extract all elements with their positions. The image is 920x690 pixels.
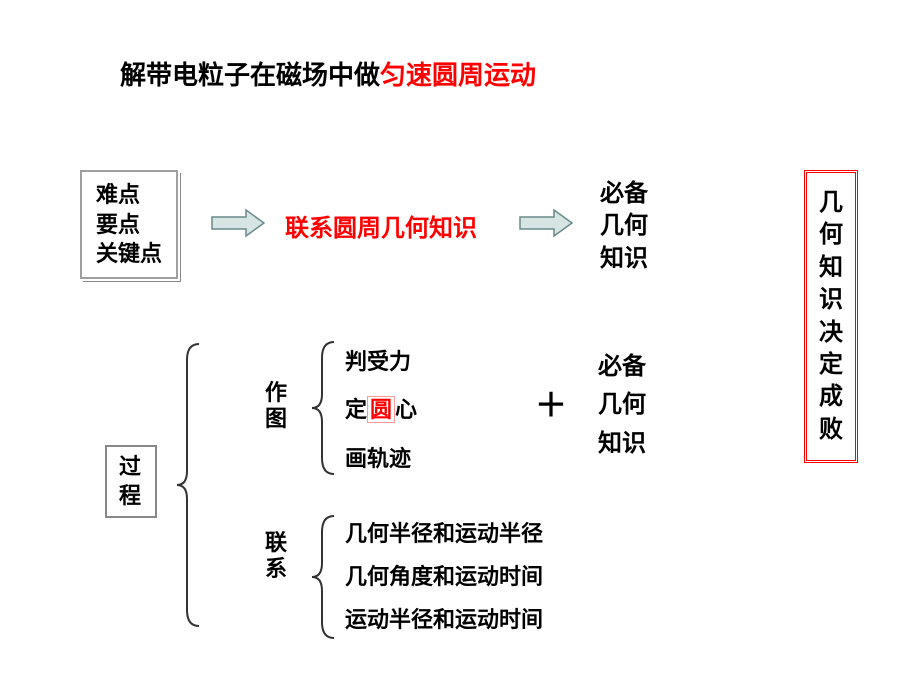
zuotu-l2-pre: 定 bbox=[345, 397, 367, 422]
arrow-right-2-icon bbox=[518, 208, 574, 238]
process-box: 过程 bbox=[105, 445, 157, 518]
lianxi-l1: 几何半径和运动半径 bbox=[345, 513, 543, 556]
keypoints-box: 难点 要点 关键点 bbox=[80, 170, 178, 279]
right1-l2: 几何 bbox=[600, 210, 648, 242]
arrow-right-1-icon bbox=[210, 208, 266, 238]
right2-l3: 知识 bbox=[598, 425, 646, 463]
right-knowledge-1: 必备 几何 知识 bbox=[600, 178, 648, 275]
zuotu-l3: 画轨迹 bbox=[345, 435, 417, 483]
lianxi-l2: 几何角度和运动时间 bbox=[345, 556, 543, 599]
zuotu-items: 判受力 定圆心 画轨迹 bbox=[345, 338, 417, 483]
lianxi-items: 几何半径和运动半径 几何角度和运动时间 运动半径和运动时间 bbox=[345, 513, 543, 642]
lianxi-label: 联系 bbox=[265, 530, 289, 583]
plus-sign: ＋ bbox=[535, 380, 567, 426]
right2-l1: 必备 bbox=[598, 348, 646, 386]
keypoints-l3: 关键点 bbox=[96, 239, 162, 269]
brace-zuotu-icon bbox=[310, 338, 338, 478]
keypoints-l2: 要点 bbox=[96, 210, 162, 240]
keypoints-l1: 难点 bbox=[96, 180, 162, 210]
right1-l1: 必备 bbox=[600, 178, 648, 210]
right2-l2: 几何 bbox=[598, 386, 646, 424]
right-knowledge-2: 必备 几何 知识 bbox=[598, 348, 646, 463]
zuotu-l2-mid: 圆 bbox=[367, 396, 395, 423]
brace-process-icon bbox=[175, 340, 203, 630]
zuotu-l2-post: 心 bbox=[395, 397, 417, 422]
title-prefix: 解带电粒子在磁场中做 bbox=[120, 60, 380, 90]
right1-l3: 知识 bbox=[600, 243, 648, 275]
zuotu-l1: 判受力 bbox=[345, 338, 417, 386]
page-title: 解带电粒子在磁场中做匀速圆周运动 bbox=[120, 55, 536, 92]
zuotu-l2: 定圆心 bbox=[345, 386, 417, 434]
brace-lianxi-icon bbox=[310, 512, 338, 642]
center-knowledge-text: 联系圆周几何知识 bbox=[285, 208, 477, 243]
lianxi-l3: 运动半径和运动时间 bbox=[345, 599, 543, 642]
zuotu-label: 作图 bbox=[265, 380, 289, 433]
redbox-conclusion: 几何知识决定成败 bbox=[804, 170, 858, 463]
title-highlight: 匀速圆周运动 bbox=[380, 60, 536, 90]
